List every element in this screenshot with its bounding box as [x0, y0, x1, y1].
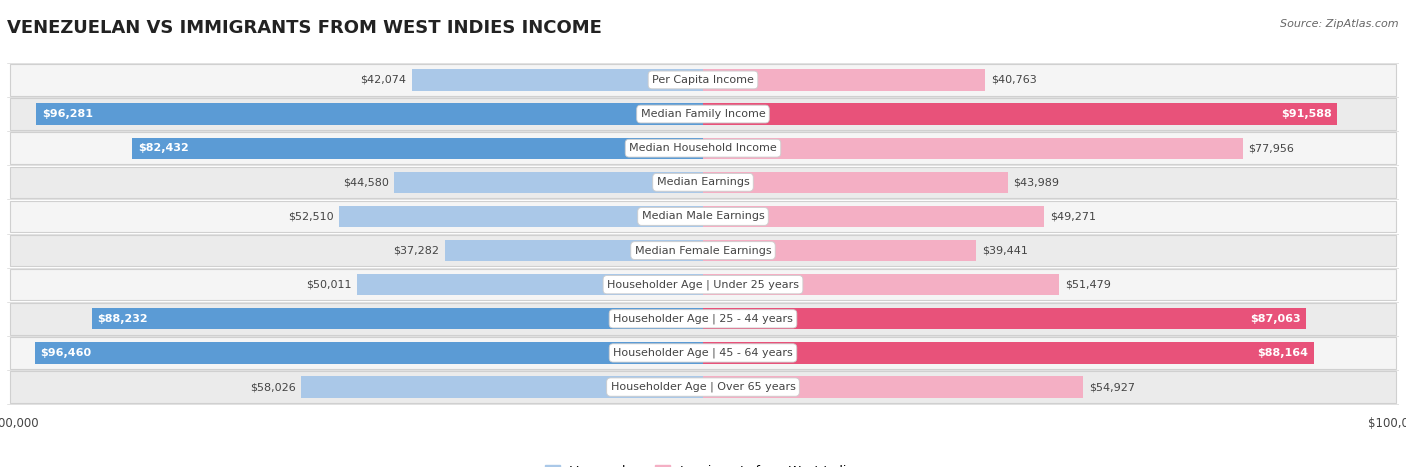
Text: Householder Age | 25 - 44 years: Householder Age | 25 - 44 years: [613, 313, 793, 324]
Bar: [703, 342, 1313, 363]
Text: Median Female Earnings: Median Female Earnings: [634, 246, 772, 255]
Bar: [703, 172, 1008, 193]
Text: $52,510: $52,510: [288, 212, 333, 221]
Bar: [10, 201, 1396, 232]
Bar: [703, 206, 1045, 227]
Text: $49,271: $49,271: [1050, 212, 1095, 221]
Text: $51,479: $51,479: [1064, 280, 1111, 290]
Bar: [37, 104, 703, 125]
Text: Source: ZipAtlas.com: Source: ZipAtlas.com: [1281, 19, 1399, 28]
Bar: [10, 64, 1396, 96]
Bar: [703, 376, 1084, 398]
Bar: [10, 133, 1396, 164]
Text: $88,164: $88,164: [1257, 348, 1308, 358]
Text: $82,432: $82,432: [138, 143, 188, 153]
Text: $96,460: $96,460: [41, 348, 91, 358]
Text: Median Earnings: Median Earnings: [657, 177, 749, 187]
Text: $40,763: $40,763: [991, 75, 1036, 85]
Text: Median Male Earnings: Median Male Earnings: [641, 212, 765, 221]
Bar: [301, 376, 703, 398]
Text: $87,063: $87,063: [1250, 314, 1301, 324]
Bar: [703, 308, 1306, 329]
Text: $50,011: $50,011: [305, 280, 352, 290]
Bar: [412, 69, 703, 91]
Text: $58,026: $58,026: [250, 382, 295, 392]
Bar: [10, 371, 1396, 403]
Bar: [444, 240, 703, 261]
Text: $91,588: $91,588: [1281, 109, 1331, 119]
Bar: [10, 167, 1396, 198]
Bar: [91, 308, 703, 329]
Bar: [703, 274, 1060, 295]
Bar: [703, 240, 976, 261]
Text: VENEZUELAN VS IMMIGRANTS FROM WEST INDIES INCOME: VENEZUELAN VS IMMIGRANTS FROM WEST INDIE…: [7, 19, 602, 37]
Bar: [703, 104, 1337, 125]
Text: Householder Age | 45 - 64 years: Householder Age | 45 - 64 years: [613, 348, 793, 358]
Text: $37,282: $37,282: [394, 246, 439, 255]
Text: Householder Age | Over 65 years: Householder Age | Over 65 years: [610, 382, 796, 392]
Text: $77,956: $77,956: [1249, 143, 1295, 153]
Text: $96,281: $96,281: [42, 109, 93, 119]
Text: $43,989: $43,989: [1014, 177, 1059, 187]
Bar: [35, 342, 703, 363]
Bar: [703, 69, 986, 91]
Text: $88,232: $88,232: [97, 314, 148, 324]
Bar: [10, 303, 1396, 334]
Text: $42,074: $42,074: [360, 75, 406, 85]
Bar: [394, 172, 703, 193]
Bar: [10, 269, 1396, 300]
Bar: [10, 235, 1396, 266]
Text: $54,927: $54,927: [1088, 382, 1135, 392]
Bar: [10, 99, 1396, 130]
Bar: [10, 337, 1396, 368]
Bar: [132, 138, 703, 159]
Text: $44,580: $44,580: [343, 177, 388, 187]
Text: $39,441: $39,441: [981, 246, 1028, 255]
Text: Householder Age | Under 25 years: Householder Age | Under 25 years: [607, 279, 799, 290]
Bar: [357, 274, 703, 295]
Bar: [339, 206, 703, 227]
Text: Median Household Income: Median Household Income: [628, 143, 778, 153]
Legend: Venezuelan, Immigrants from West Indies: Venezuelan, Immigrants from West Indies: [540, 460, 866, 467]
Text: Median Family Income: Median Family Income: [641, 109, 765, 119]
Bar: [703, 138, 1243, 159]
Text: Per Capita Income: Per Capita Income: [652, 75, 754, 85]
